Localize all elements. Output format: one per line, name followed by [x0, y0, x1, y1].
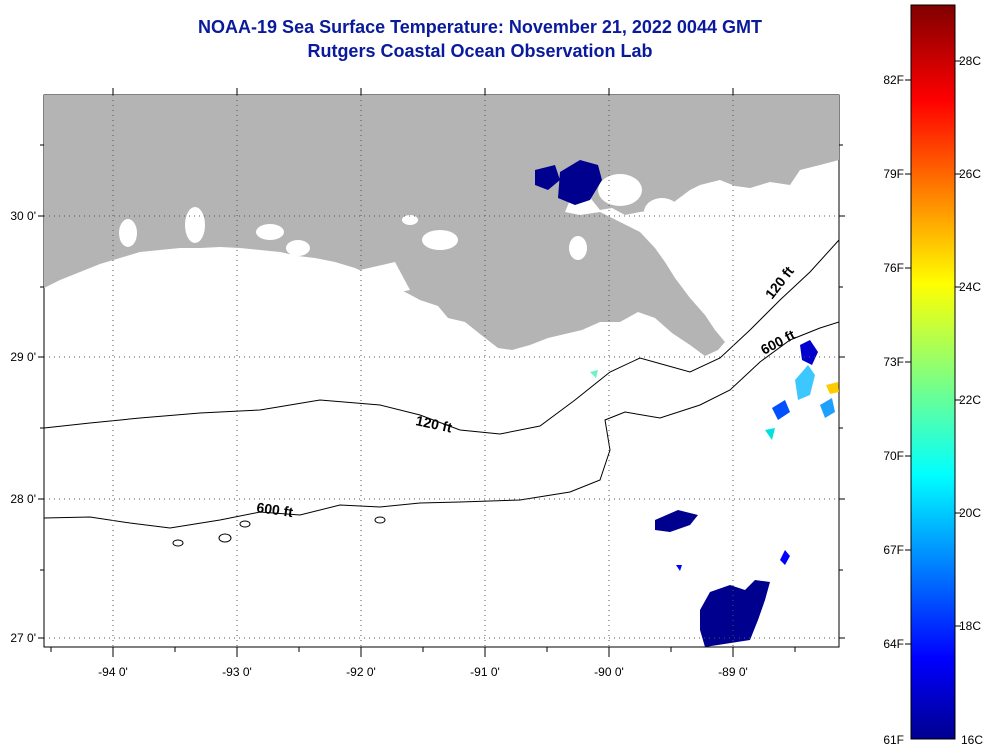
lon-label: -92 0': [346, 665, 376, 679]
lon-label: -93 0': [222, 665, 252, 679]
colorbar-c-label: 20C: [959, 506, 981, 520]
lat-label: 27 0': [10, 631, 36, 645]
map-grid: [44, 95, 839, 647]
land-mass: [44, 95, 839, 356]
colorbar-c-label: 28C: [959, 54, 981, 68]
colorbar-f-label: 64F: [883, 637, 904, 651]
lon-label: -90 0': [594, 665, 624, 679]
contour-label: 600 ft: [256, 499, 295, 520]
colorbar-c-label: 22C: [959, 393, 981, 407]
lon-label: -94 0': [98, 665, 128, 679]
contour-120ft: [44, 239, 839, 435]
colorbar-f-label: 70F: [883, 449, 904, 463]
colorbar-c-label: 16C: [961, 733, 983, 747]
lat-label: 29 0': [10, 350, 36, 364]
colorbar-f-label: 73F: [883, 355, 904, 369]
contour-600ft: [44, 321, 839, 529]
lon-label: -89 0': [718, 665, 748, 679]
map-subtitle: Rutgers Coastal Ocean Observation Lab: [307, 41, 653, 61]
colorbar-f-label: 82F: [883, 73, 904, 87]
map-area: [43, 94, 840, 648]
lon-label: -91 0': [470, 665, 500, 679]
colorbar-c-label: 24C: [959, 280, 981, 294]
colorbar-c-label: 18C: [959, 619, 981, 633]
colorbar: 82F 79F 76F 73F 70F 67F 64F 61F 28C 26C …: [883, 4, 983, 747]
sst-patches: [535, 160, 839, 647]
colorbar-f-label: 79F: [883, 167, 904, 181]
contour-label: 120 ft: [414, 412, 453, 435]
colorbar-f-label: 76F: [883, 261, 904, 275]
colorbar-c-label: 26C: [959, 167, 981, 181]
map-title: NOAA-19 Sea Surface Temperature: Novembe…: [198, 17, 762, 37]
colorbar-f-label: 67F: [883, 543, 904, 557]
lat-label: 30 0': [10, 209, 36, 223]
axis-ticks: [38, 88, 845, 657]
colorbar-f-label: 61F: [883, 733, 904, 747]
lat-label: 28 0': [10, 492, 36, 506]
